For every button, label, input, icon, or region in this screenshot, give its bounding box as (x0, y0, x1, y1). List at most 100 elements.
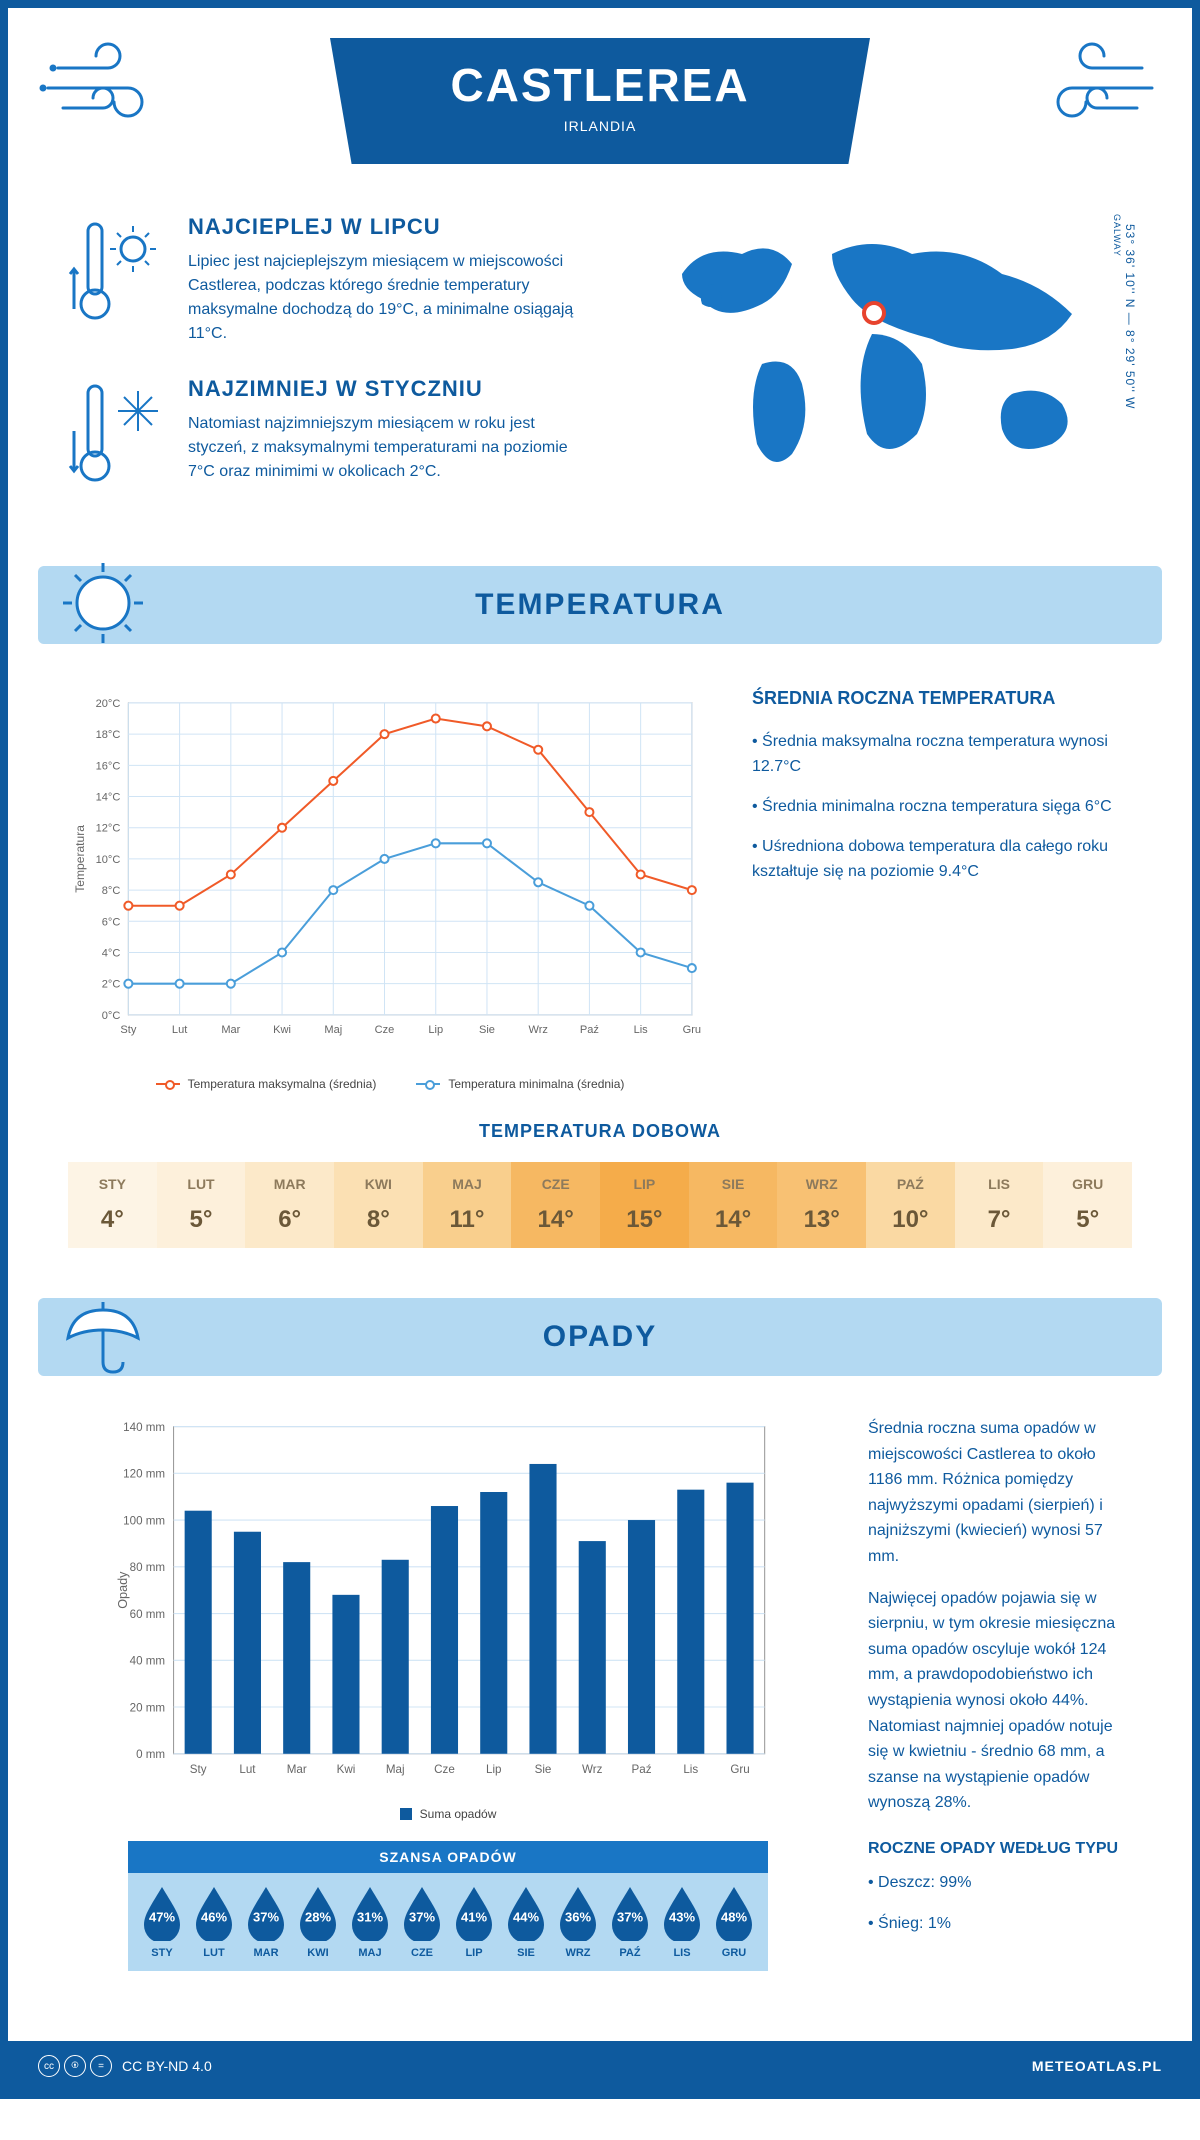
summary-heading: ŚREDNIA ROCZNA TEMPERATURA (752, 684, 1132, 713)
thermometer-sun-icon (68, 214, 168, 334)
precipitation-legend: Suma opadów (68, 1807, 828, 1821)
svg-text:Paź: Paź (580, 1024, 599, 1036)
intro-section: NAJCIEPLEJ W LIPCU Lipiec jest najcieple… (8, 214, 1192, 566)
precip-type-snow: • Śnieg: 1% (868, 1911, 1132, 1937)
legend-min-label: Temperatura minimalna (średnia) (448, 1077, 624, 1091)
heat-cell: PAŹ10° (866, 1162, 955, 1248)
rain-chance-heading: SZANSA OPADÓW (128, 1841, 768, 1873)
heat-cell: GRU5° (1043, 1162, 1132, 1248)
svg-text:Kwi: Kwi (273, 1024, 291, 1036)
temperature-legend: Temperatura maksymalna (średnia) Tempera… (68, 1077, 712, 1091)
svg-text:Wrz: Wrz (528, 1024, 547, 1036)
warmest-body: Lipiec jest najcieplejszym miesiącem w m… (188, 250, 592, 346)
svg-text:Gru: Gru (683, 1024, 701, 1036)
precip-type-heading: ROCZNE OPADY WEDŁUG TYPU (868, 1836, 1132, 1862)
precip-para: Najwięcej opadów pojawia się w sierpniu,… (868, 1586, 1132, 1816)
svg-text:Cze: Cze (375, 1024, 395, 1036)
header: CASTLEREA IRLANDIA (8, 8, 1192, 214)
svg-text:2°C: 2°C (102, 979, 121, 991)
heat-cell: MAJ11° (423, 1162, 512, 1248)
svg-text:100 mm: 100 mm (123, 1514, 165, 1527)
license-block: cc🅯= CC BY-ND 4.0 (38, 2055, 212, 2077)
daily-temp-heading: TEMPERATURA DOBOWA (68, 1121, 1132, 1142)
svg-text:16°C: 16°C (96, 760, 121, 772)
daily-temperature-heatmap: TEMPERATURA DOBOWA STY4°LUT5°MAR6°KWI8°M… (8, 1121, 1192, 1298)
svg-text:Wrz: Wrz (582, 1763, 603, 1776)
svg-text:Maj: Maj (386, 1763, 405, 1776)
heat-cell: CZE14° (511, 1162, 600, 1248)
temperature-heading: TEMPERATURA (38, 588, 1162, 622)
svg-text:Temperatura: Temperatura (73, 825, 87, 893)
footer: cc🅯= CC BY-ND 4.0 METEOATLAS.PL (8, 2041, 1192, 2091)
heat-cell: WRZ13° (777, 1162, 866, 1248)
svg-text:60 mm: 60 mm (130, 1608, 165, 1621)
rain-drop: 36% WRZ (552, 1885, 604, 1959)
umbrella-icon (58, 1290, 148, 1380)
precipitation-bar-chart: 0 mm20 mm40 mm60 mm80 mm100 mm120 mm140 … (68, 1416, 828, 2011)
heat-cell: KWI8° (334, 1162, 423, 1248)
coordinates-label: 53° 36' 10'' N — 8° 29' 50'' W (1123, 224, 1137, 409)
svg-text:Mar: Mar (287, 1763, 307, 1776)
svg-text:Sty: Sty (120, 1024, 136, 1036)
svg-text:80 mm: 80 mm (130, 1561, 165, 1574)
rain-drop: 44% SIE (500, 1885, 552, 1959)
drop-icon: 43% (660, 1885, 704, 1941)
svg-text:Opady: Opady (116, 1571, 130, 1609)
license-label: CC BY-ND 4.0 (122, 2058, 212, 2074)
svg-text:8°C: 8°C (102, 885, 121, 897)
summary-bullet: • Uśredniona dobowa temperatura dla całe… (752, 834, 1132, 885)
rain-drop: 28% KWI (292, 1885, 344, 1959)
precip-para: Średnia roczna suma opadów w miejscowośc… (868, 1416, 1132, 1570)
heat-cell: LIP15° (600, 1162, 689, 1248)
rain-drop: 47% STY (136, 1885, 188, 1959)
coldest-block: NAJZIMNIEJ W STYCZNIU Natomiast najzimni… (68, 376, 592, 496)
drop-icon: 31% (348, 1885, 392, 1941)
drop-icon: 47% (140, 1885, 184, 1941)
wind-icon (38, 38, 178, 138)
rain-drop: 43% LIS (656, 1885, 708, 1959)
svg-text:Kwi: Kwi (337, 1763, 356, 1776)
svg-text:Paź: Paź (632, 1763, 652, 1776)
world-map-container: GALWAY 53° 36' 10'' N — 8° 29' 50'' W (632, 214, 1132, 526)
wind-icon (1022, 38, 1162, 138)
legend-max-label: Temperatura maksymalna (średnia) (188, 1077, 377, 1091)
drop-icon: 37% (400, 1885, 444, 1941)
heat-cell: MAR6° (245, 1162, 334, 1248)
drop-icon: 28% (296, 1885, 340, 1941)
drop-icon: 46% (192, 1885, 236, 1941)
temperature-summary: ŚREDNIA ROCZNA TEMPERATURA • Średnia mak… (752, 684, 1132, 1091)
svg-text:14°C: 14°C (96, 792, 121, 804)
heat-cell: LIS7° (955, 1162, 1044, 1248)
precipitation-summary: Średnia roczna suma opadów w miejscowośc… (868, 1416, 1132, 2011)
precipitation-heading: OPADY (38, 1320, 1162, 1354)
drop-icon: 37% (244, 1885, 288, 1941)
drop-icon: 37% (608, 1885, 652, 1941)
summary-bullet: • Średnia maksymalna roczna temperatura … (752, 729, 1132, 780)
svg-text:4°C: 4°C (102, 948, 121, 960)
heat-cell: SIE14° (689, 1162, 778, 1248)
svg-text:140 mm: 140 mm (123, 1421, 165, 1434)
precip-type-rain: • Deszcz: 99% (868, 1870, 1132, 1896)
country-subtitle: IRLANDIA (330, 118, 870, 134)
svg-text:Lut: Lut (239, 1763, 256, 1776)
svg-text:18°C: 18°C (96, 729, 121, 741)
svg-text:0 mm: 0 mm (136, 1748, 165, 1761)
svg-text:20 mm: 20 mm (130, 1701, 165, 1714)
temperature-banner: TEMPERATURA (38, 566, 1162, 644)
rain-drop: 41% LIP (448, 1885, 500, 1959)
svg-text:Lip: Lip (486, 1763, 502, 1776)
sun-icon (58, 558, 148, 648)
site-label: METEOATLAS.PL (1032, 2058, 1162, 2074)
svg-text:Sie: Sie (535, 1763, 552, 1776)
temperature-line-chart: 0°C2°C4°C6°C8°C10°C12°C14°C16°C18°C20°CS… (68, 684, 712, 1091)
rain-chance-table: SZANSA OPADÓW 47% STY 46% LUT 37% MAR 28… (128, 1841, 768, 1971)
thermometer-snow-icon (68, 376, 168, 496)
bar-legend-label: Suma opadów (420, 1807, 497, 1821)
svg-text:Sty: Sty (190, 1763, 207, 1776)
svg-text:Sie: Sie (479, 1024, 495, 1036)
svg-text:Lis: Lis (634, 1024, 649, 1036)
precipitation-banner: OPADY (38, 1298, 1162, 1376)
rain-drop: 37% MAR (240, 1885, 292, 1959)
coldest-heading: NAJZIMNIEJ W STYCZNIU (188, 376, 592, 402)
drop-icon: 41% (452, 1885, 496, 1941)
